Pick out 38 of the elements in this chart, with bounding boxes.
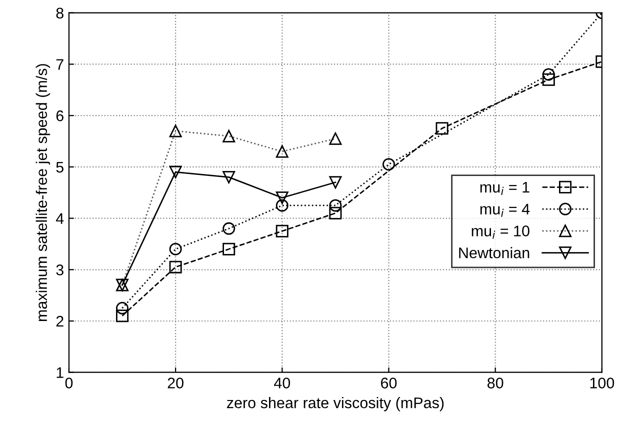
legend-label: mu$_{i}$ = 4	[480, 204, 530, 217]
legend-label: mu$_{i}$ = 1	[480, 182, 530, 195]
legend-label: Newtonian	[459, 247, 530, 258]
x-tick-label: 0	[65, 378, 73, 388]
point	[276, 199, 288, 212]
point	[329, 176, 342, 189]
x-tick-label: 20	[168, 378, 184, 388]
point	[169, 166, 182, 178]
x-tick-label: 80	[488, 378, 504, 388]
point	[222, 242, 236, 256]
y-tick-label: 2	[56, 316, 64, 327]
point	[329, 199, 342, 212]
y-tick-label: 5	[56, 162, 64, 173]
x-axis-title: zero shear rate viscosity (mPas)	[226, 397, 444, 412]
y-tick-label: 8	[56, 8, 64, 19]
point	[542, 68, 555, 81]
point	[169, 242, 182, 256]
point	[222, 222, 236, 235]
point	[276, 224, 288, 238]
point	[116, 302, 129, 314]
point	[382, 158, 395, 171]
x-tick-label: 100	[590, 378, 614, 388]
point	[169, 260, 182, 274]
point	[276, 191, 288, 204]
point	[329, 206, 342, 220]
legend-label: mu$_{i}$ = 10	[472, 226, 530, 239]
point	[436, 122, 448, 135]
point	[542, 73, 555, 86]
point	[116, 310, 129, 322]
x-tick-label: 40	[274, 378, 290, 388]
y-tick-label: 3	[56, 264, 64, 276]
y-tick-label: 1	[56, 367, 64, 378]
y-tick-label: 6	[56, 110, 64, 122]
x-tick-label: 60	[381, 378, 397, 388]
y-axis-title: maximum satellite-free jet speed (m/s)	[36, 64, 50, 322]
y-tick-label: 7	[56, 59, 64, 70]
point	[222, 170, 236, 184]
y-tick-label: 4	[56, 213, 64, 224]
